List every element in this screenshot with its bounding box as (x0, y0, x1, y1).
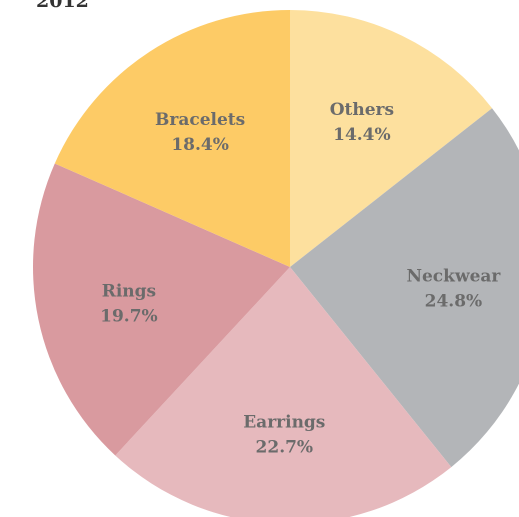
slice-value-others: 14.4% (333, 125, 391, 145)
pie-slice-bracelets (54, 10, 290, 267)
slice-label-others: Others (330, 100, 394, 120)
pie-slice-others (290, 10, 493, 267)
slice-value-earrings: 22.7% (256, 437, 314, 457)
slice-label-rings: Rings (102, 281, 156, 301)
pie-slice-earrings (115, 267, 452, 517)
pie-slice-neckwear (290, 108, 519, 468)
pie-slice-rings (33, 163, 291, 456)
slice-label-earrings: Earrings (243, 412, 325, 432)
slice-value-neckwear: 24.8% (425, 292, 483, 312)
chart-title: 2012 (36, 0, 89, 12)
slice-label-neckwear: Neckwear (406, 267, 501, 287)
slice-value-bracelets: 18.4% (171, 135, 229, 155)
slice-label-bracelets: Bracelets (155, 110, 245, 130)
slice-value-rings: 19.7% (100, 306, 158, 326)
